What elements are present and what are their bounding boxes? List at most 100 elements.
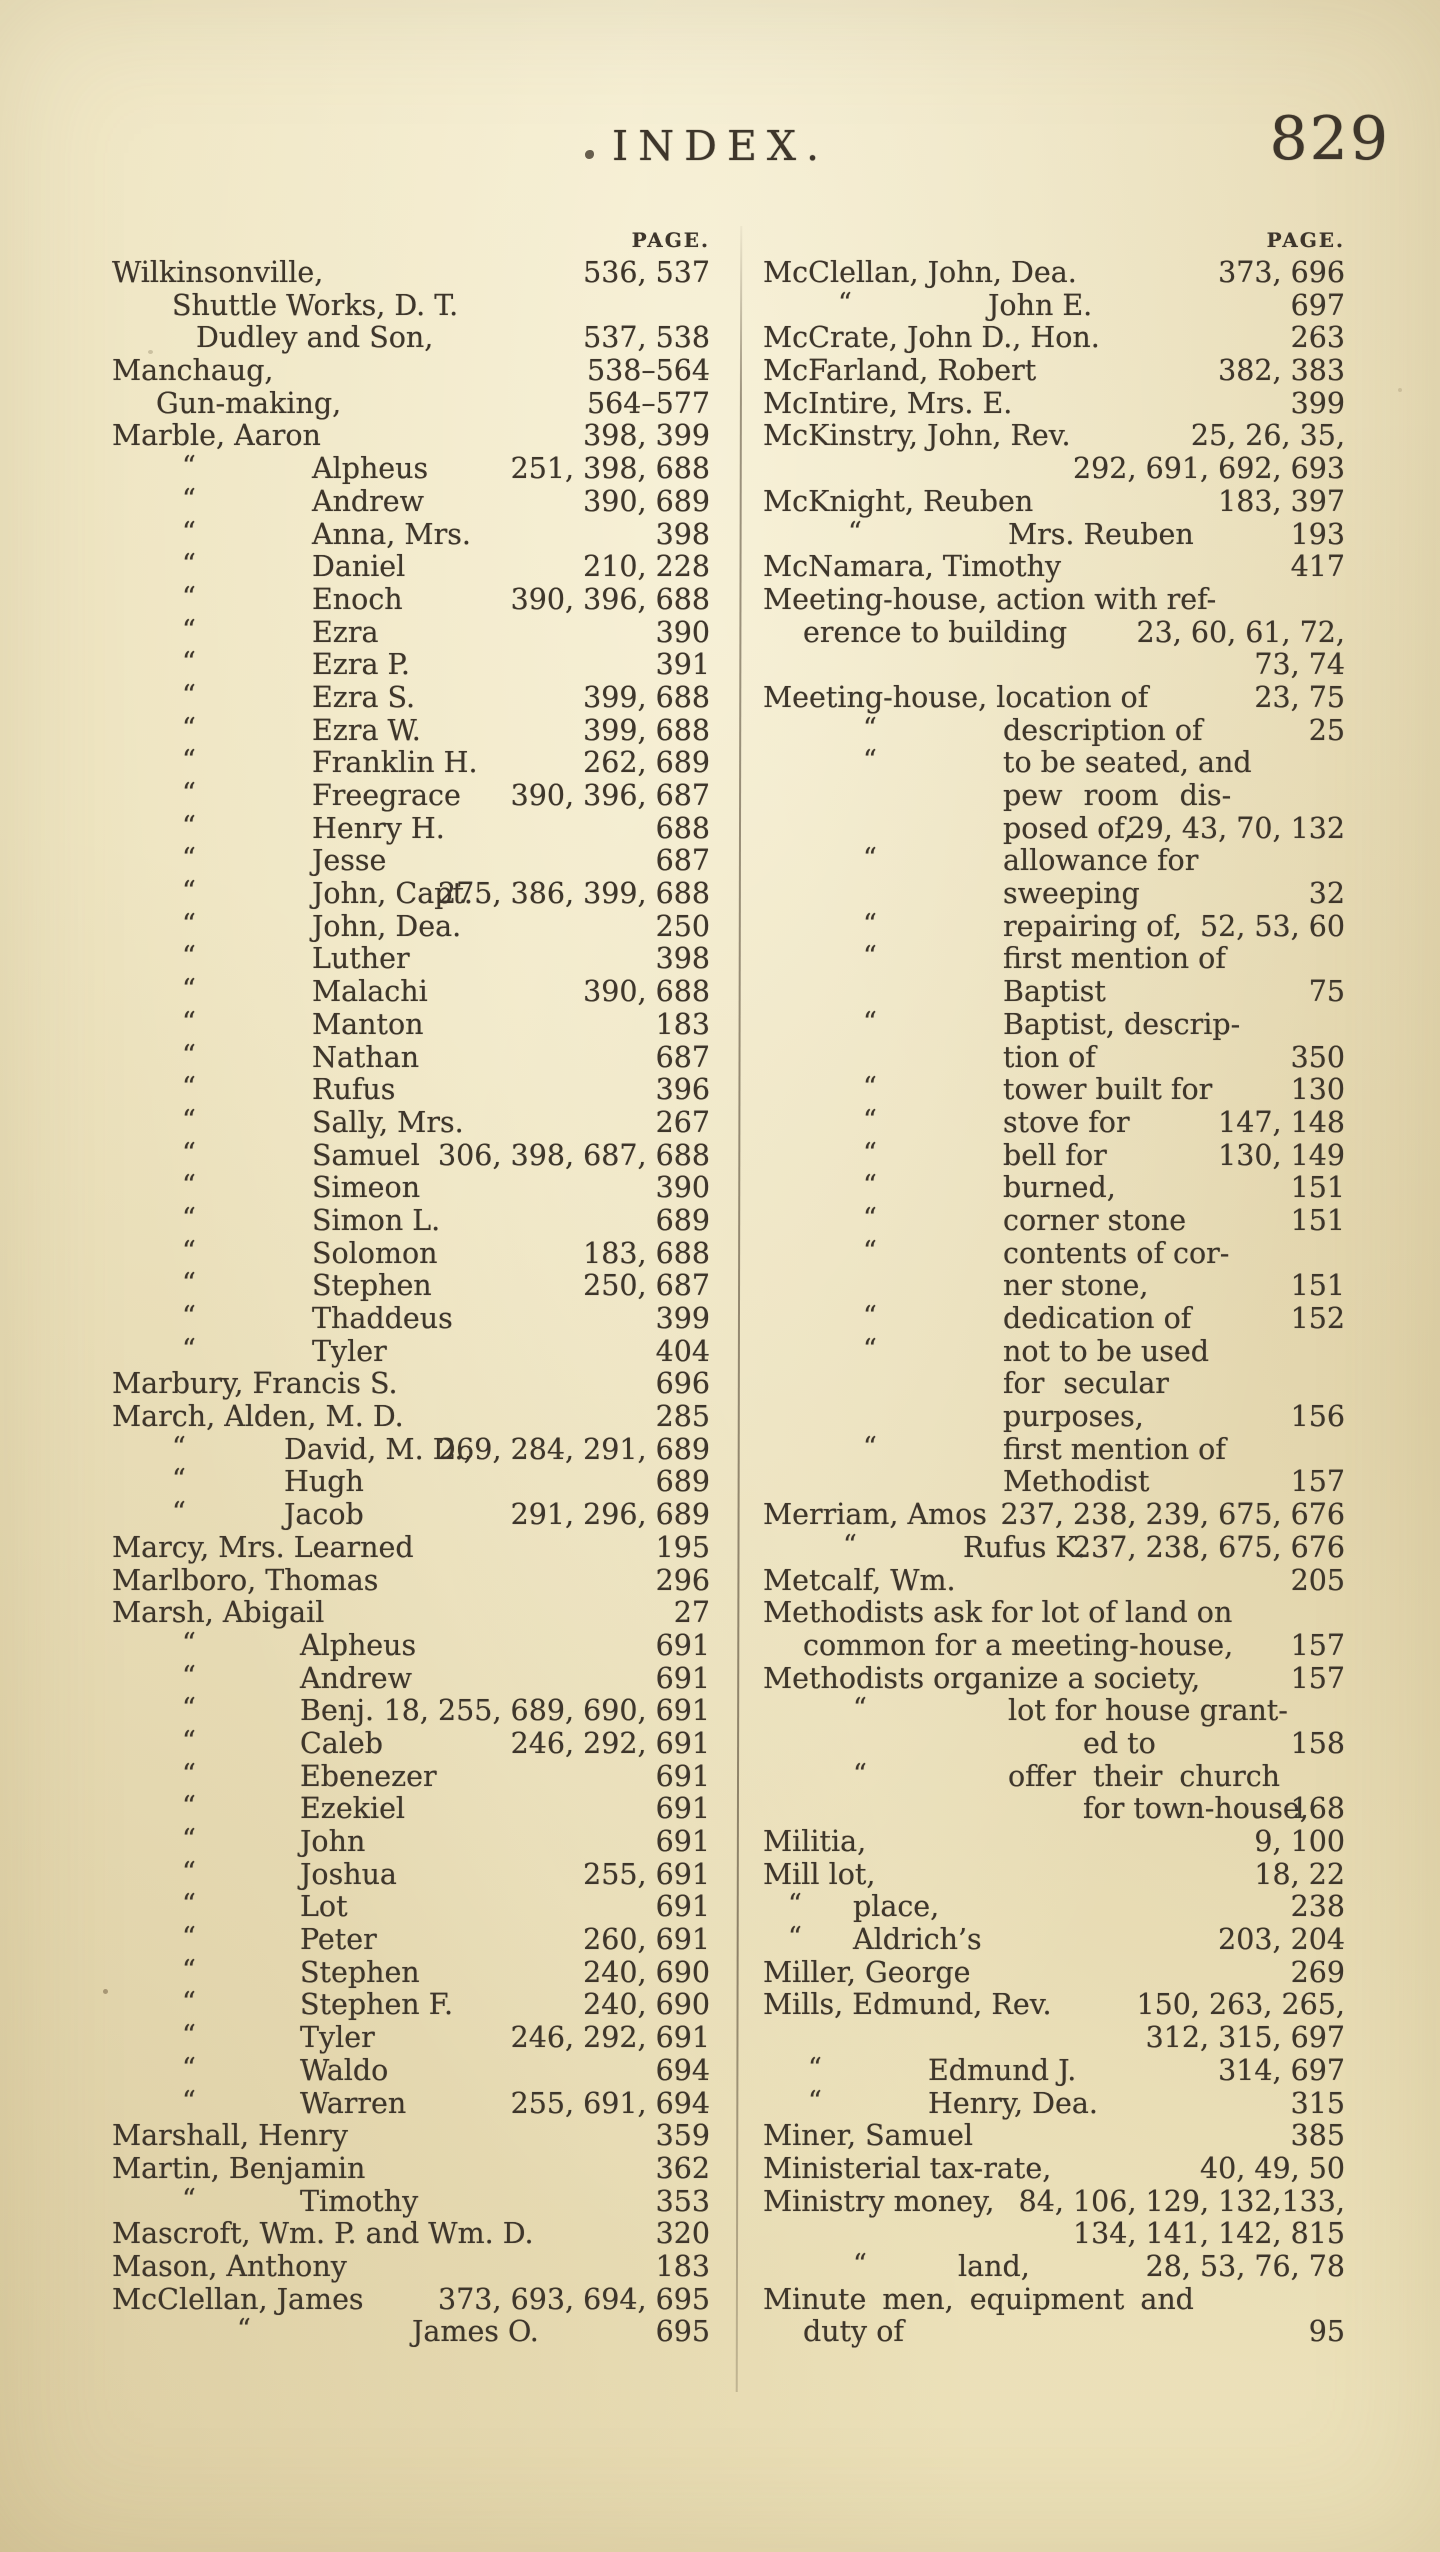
index-entry: “ Ezra S. 399, 688	[112, 680, 710, 715]
entry-text: Solomon	[312, 1236, 438, 1270]
index-entry: McCrate, John D., Hon. 263	[763, 322, 1345, 355]
entry-pages: 691	[655, 1759, 710, 1793]
index-entry: “ Stephen 240, 690	[112, 1955, 710, 1990]
entry-pages: 390, 396, 687	[510, 779, 710, 812]
entry-text: Ezra W.	[312, 713, 421, 747]
index-entry: Baptist 75	[763, 975, 1345, 1009]
entry-text: allowance for	[1003, 844, 1199, 878]
entry-pages: 9, 100	[1254, 1825, 1345, 1858]
index-entry: Ministerial tax-rate, 40, 49, 50	[763, 2152, 1345, 2186]
ditto-mark: “	[182, 2183, 196, 2215]
index-entry: “ to be seated, and	[763, 745, 1345, 780]
entry-pages: 391	[655, 648, 710, 682]
entry-text: first mention of	[1003, 942, 1226, 976]
entry-text: Simeon	[312, 1171, 421, 1205]
entry-pages: 250, 687	[583, 1269, 710, 1303]
entry-text: Waldo	[300, 2053, 389, 2087]
entry-text: John, Dea.	[312, 909, 462, 943]
index-entry: “ Freegrace 390, 396, 687	[112, 778, 710, 813]
ditto-mark: “	[182, 1627, 196, 1659]
entry-text: Henry, Dea.	[928, 2086, 1098, 2120]
index-entry: Merriam, Amos 237, 238, 239, 675, 676	[763, 1498, 1345, 1532]
index-entry: “ Manton 183	[112, 1006, 710, 1042]
ditto-mark: “	[863, 843, 877, 875]
index-entry: duty of 95	[763, 2315, 1345, 2349]
entry-pages: 251, 398, 688	[510, 452, 710, 486]
index-entry: “ Jesse 687	[112, 843, 710, 878]
ditto-mark: “	[182, 941, 196, 973]
entry-pages: 396	[655, 1073, 710, 1107]
entry-pages: 697	[1290, 288, 1345, 322]
entry-text: Aldrich’s	[853, 1923, 982, 1957]
entry-pages: 353	[655, 2184, 710, 2218]
entry-text: Caleb	[300, 1726, 384, 1760]
entry-text: Dudley and Son,	[196, 321, 434, 355]
entry-pages: 306, 398, 687, 688	[438, 1138, 710, 1172]
index-entry: McIntire, Mrs. E. 399	[763, 386, 1345, 421]
ditto-mark: “	[863, 1137, 877, 1169]
entry-pages: 536, 537	[583, 256, 710, 289]
entry-text: for town-house,	[1083, 1792, 1309, 1826]
entry-pages: 691	[655, 1825, 710, 1858]
index-entry: “ Thaddeus 399	[112, 1301, 710, 1336]
ditto-mark: “	[182, 1039, 196, 1071]
page-number: 829	[1269, 104, 1390, 174]
index-entry: Wilkinsonville, 536, 537	[112, 256, 710, 290]
ditto-mark: “	[182, 1006, 196, 1038]
entry-pages: 75	[1308, 975, 1345, 1009]
entry-text: Stephen	[300, 1955, 420, 1989]
entry-pages: 691	[655, 1661, 710, 1695]
index-entry: McFarland, Robert 382, 383	[763, 354, 1345, 388]
entry-text: offer their church	[1008, 1759, 1281, 1793]
index-entry: “ Simon L. 689	[112, 1203, 710, 1238]
entry-text: Ezra P.	[312, 648, 410, 682]
entry-text: Marble, Aaron	[112, 419, 321, 453]
index-entry: ed to 158	[763, 1727, 1345, 1761]
entry-pages: 399	[655, 1302, 710, 1335]
entry-pages: 315	[1290, 2086, 1345, 2120]
entry-pages: 417	[1290, 550, 1345, 584]
ditto-mark: “	[863, 1202, 877, 1234]
entry-text: place,	[853, 1890, 940, 1924]
index-entry: Metcalf, Wm. 205	[763, 1564, 1345, 1598]
index-entry: “ burned, 151	[763, 1170, 1345, 1205]
entry-pages: 152	[1290, 1302, 1345, 1335]
entry-text: Edmund J.	[928, 2053, 1077, 2087]
entry-pages: 296	[655, 1563, 710, 1597]
entry-text: John	[300, 1825, 366, 1858]
entry-pages: 156	[1290, 1400, 1345, 1434]
entry-text: Enoch	[312, 582, 403, 616]
index-entry: Manchaug, 538–564	[112, 354, 710, 388]
entry-text: Alpheus	[300, 1628, 417, 1662]
entry-pages: 399	[1290, 386, 1345, 420]
index-entry: “ Edmund J. 314, 697	[763, 2053, 1345, 2088]
index-column-right: PAGE. McClellan, John, Dea. 373, 696 “ John …	[763, 224, 1345, 2349]
entry-text: McKnight, Reuben	[763, 484, 1034, 518]
entry-text: Baptist	[1003, 975, 1106, 1009]
entry-text: Hugh	[284, 1465, 364, 1499]
entry-pages: 240, 690	[583, 1988, 710, 2022]
entry-text: Luther	[312, 942, 410, 976]
entry-text: Freegrace	[312, 779, 461, 812]
ditto-mark: “	[182, 810, 196, 842]
entry-text: Militia,	[763, 1825, 867, 1858]
entry-text: first mention of	[1003, 1432, 1226, 1466]
index-entry: “ Hugh 689	[112, 1464, 710, 1499]
index-entry: “ Benj. 18, 255, 689, 690, 691	[112, 1693, 710, 1728]
index-entry: “ allowance for	[763, 843, 1345, 878]
entry-pages: 292, 691, 692, 693	[1073, 452, 1345, 486]
entry-text: tion of	[1003, 1040, 1096, 1074]
entry-text: David, M. D.,	[284, 1432, 473, 1466]
index-entry: “ Lot 691	[112, 1889, 710, 1924]
entry-pages: 285	[655, 1400, 710, 1434]
index-entry: “ Rufus 396	[112, 1072, 710, 1107]
index-entry: “ Jacob 291, 296, 689	[112, 1497, 710, 1532]
ink-dot-icon	[585, 150, 594, 159]
entry-text: Ministry money,	[763, 2184, 995, 2218]
ditto-mark: “	[182, 1333, 196, 1365]
entry-pages: 398, 399	[583, 419, 710, 453]
index-entry: “ John E. 697	[763, 288, 1345, 323]
ditto-mark: “	[182, 2052, 196, 2084]
entry-text: McNamara, Timothy	[763, 550, 1062, 584]
entry-text: Warren	[300, 2086, 407, 2120]
